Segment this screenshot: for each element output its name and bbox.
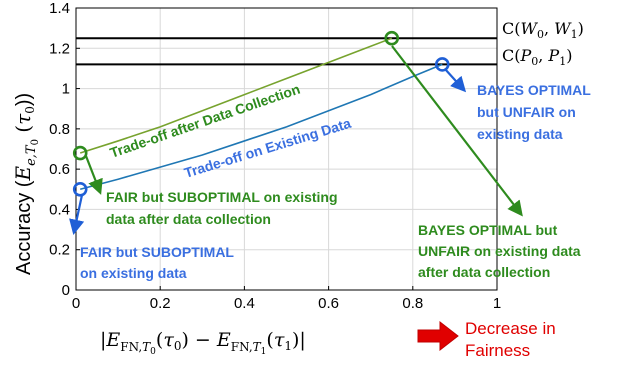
series-line	[80, 63, 443, 191]
annotation-fair-after: FAIR but SUBOPTIMAL on existing data aft…	[106, 189, 341, 227]
fairness-note: Decrease in Fairness	[465, 319, 560, 360]
arrow-fair-existing	[69, 194, 85, 236]
y-tick-label: 1.4	[49, 0, 70, 17]
data-point-marker	[384, 30, 400, 46]
annotation-bayes-existing: BAYES OPTIMAL but UNFAIR on existing dat…	[477, 82, 594, 142]
y-tick-label: 0.2	[49, 242, 70, 259]
red-arrow-icon	[417, 320, 459, 352]
data-point-marker	[434, 57, 450, 72]
annotation-fair-existing: FAIR but SUBOPTIMAL on existing data	[80, 244, 238, 281]
y-tick-label: 0.6	[49, 161, 70, 178]
reference-lines	[76, 37, 497, 66]
x-tick-label: 1	[493, 295, 501, 312]
hline-label-p: C(P0, P1)	[502, 46, 572, 68]
x-tick-label: 0.2	[150, 295, 171, 312]
y-tick-label: 0.8	[49, 121, 70, 138]
x-tick-label: 0.6	[318, 295, 339, 312]
y-tick-label: 1.2	[49, 40, 70, 57]
series-line	[79, 37, 393, 154]
x-tick-label: 0.4	[234, 295, 255, 312]
arrow-fair-after	[84, 155, 103, 195]
arrow-bayes-after	[391, 45, 523, 217]
y-axis-label: Accuracy (Ee,T0 (τ0))	[11, 93, 41, 275]
x-tick-label: 0	[72, 295, 80, 312]
annotation-bayes-after: BAYES OPTIMAL but UNFAIR on existing dat…	[418, 222, 584, 280]
x-axis-label: |EFN,T0(τ0) − EFN,T1(τ1)|	[100, 329, 306, 357]
data-point-marker	[72, 181, 88, 197]
curves	[79, 37, 443, 191]
x-ticks: 0 0.2 0.4 0.6 0.8 1	[72, 286, 501, 312]
plot-area	[76, 8, 497, 290]
arrow-bayes-existing	[444, 68, 467, 93]
x-tick-label: 0.8	[402, 295, 423, 312]
y-tick-label: 1	[62, 81, 70, 98]
hline-label-w: C(W0, W1)	[502, 19, 584, 41]
y-tick-label: 0.4	[49, 201, 70, 218]
markers	[72, 30, 450, 197]
data-point-marker	[72, 145, 88, 161]
y-tick-label: 0	[62, 282, 70, 299]
y-ticks: 0 0.2 0.4 0.6 0.8 1 1.2 1.4	[49, 0, 80, 299]
